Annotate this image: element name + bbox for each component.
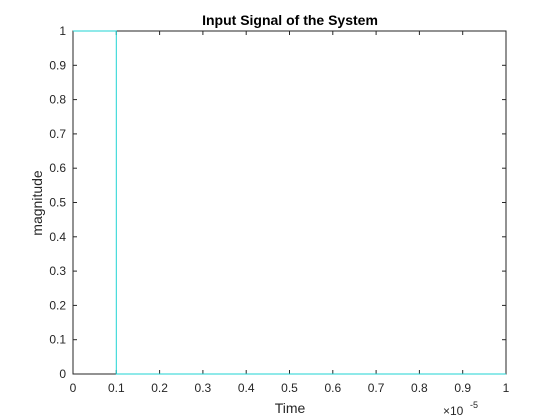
x-tick-label: 0.6	[324, 381, 341, 395]
chart-title: Input Signal of the System	[202, 12, 378, 28]
y-tick-label: 0.3	[49, 264, 66, 278]
y-tick-label: 0.9	[49, 58, 66, 72]
y-tick-label: 0.5	[49, 196, 66, 210]
x-tick-label: 0	[70, 381, 77, 395]
x-tick-label: 0.2	[151, 381, 168, 395]
x-tick-label: 0.5	[281, 381, 298, 395]
y-tick-label: 0.2	[49, 298, 66, 312]
y-tick-label: 0.6	[49, 161, 66, 175]
x-axis-label: Time	[275, 400, 306, 416]
y-tick-label: 0.8	[49, 93, 66, 107]
series-layer	[73, 30, 506, 375]
plot-area	[72, 30, 507, 375]
y-tick-label: 0.7	[49, 127, 66, 141]
series-line	[73, 30, 506, 375]
x-tick-label: 0.9	[454, 381, 471, 395]
y-tick-label: 1	[59, 24, 66, 38]
x-tick-label: 0.4	[238, 381, 255, 395]
y-tick-label: 0.4	[49, 230, 66, 244]
x-axis-exponent: ×10 -5	[443, 400, 478, 418]
y-axis-label: magnitude	[29, 170, 45, 236]
x-tick-label: 0.8	[411, 381, 428, 395]
x-axis-ticks: 0 0.1 0.2 0.3 0.4 0.5 0.6 0.7 0.8 0.9 1	[70, 31, 510, 395]
x-tick-label: 0.1	[108, 381, 125, 395]
y-tick-label: 0.1	[49, 333, 66, 347]
y-tick-label: 0	[59, 367, 66, 381]
x-tick-label: 1	[503, 381, 510, 395]
y-axis-ticks: 0 0.1 0.2 0.3 0.4 0.5 0.6 0.7 0.8 0.9 1	[49, 24, 506, 381]
x-tick-label: 0.3	[195, 381, 212, 395]
x-axis-exponent-power: -5	[470, 400, 478, 410]
x-axis-exponent-base: ×10	[443, 404, 464, 418]
x-tick-label: 0.7	[368, 381, 385, 395]
